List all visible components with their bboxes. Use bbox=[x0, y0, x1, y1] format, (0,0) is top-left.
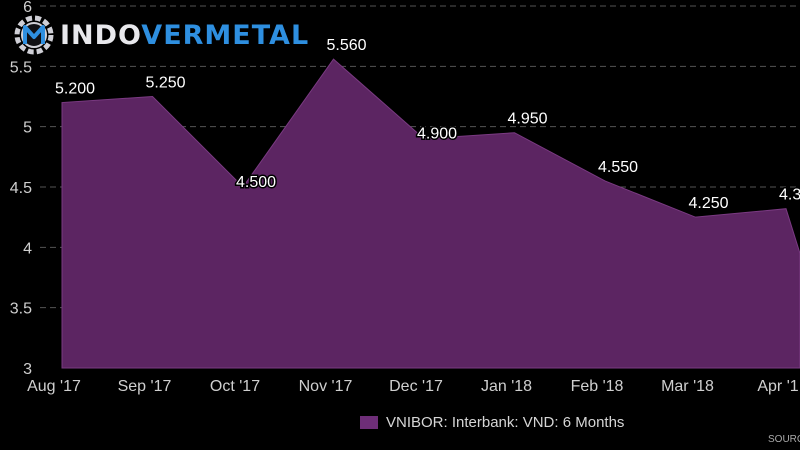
data-label: 5.250 bbox=[145, 75, 185, 92]
x-tick-label: Jan '18 bbox=[481, 378, 532, 395]
logo-text-part2: VERMETAL bbox=[141, 19, 310, 51]
x-axis: Aug '17 Sep '17 Oct '17 Nov '17 Dec '17 Jan '… bbox=[27, 378, 799, 395]
legend[interactable]: VNIBOR: Interbank: VND: 6 Months bbox=[360, 414, 624, 431]
x-tick-label: Nov '17 bbox=[299, 378, 353, 395]
data-label: 5.560 bbox=[326, 37, 366, 54]
x-tick-label: Aug '17 bbox=[27, 378, 81, 395]
y-tick-label: 3 bbox=[23, 361, 32, 378]
y-tick-label: 6 bbox=[23, 0, 32, 16]
data-label: 4.500 bbox=[236, 174, 276, 191]
logo-text-part1: INDO bbox=[60, 19, 142, 51]
data-label: 4.250 bbox=[688, 195, 728, 212]
legend-label: VNIBOR: Interbank: VND: 6 Months bbox=[386, 414, 625, 431]
data-label: 4.950 bbox=[507, 111, 547, 128]
y-tick-label: 5.5 bbox=[10, 59, 32, 76]
y-tick-label: 4.5 bbox=[10, 180, 32, 197]
data-label: 4.900 bbox=[417, 126, 457, 143]
x-tick-label: Feb '18 bbox=[571, 378, 624, 395]
area-fill bbox=[61, 58, 800, 369]
data-label: 4.550 bbox=[598, 159, 638, 176]
legend-swatch bbox=[360, 416, 378, 429]
x-tick-label: Mar '18 bbox=[661, 378, 714, 395]
logo: INDOVERMETAL bbox=[12, 14, 309, 56]
x-tick-label: Apr '1 bbox=[757, 378, 798, 395]
area-series bbox=[61, 58, 800, 369]
y-tick-label: 5 bbox=[23, 120, 32, 137]
x-tick-label: Dec '17 bbox=[389, 378, 443, 395]
x-tick-label: Oct '17 bbox=[210, 378, 260, 395]
source-text: SOURC bbox=[768, 434, 800, 445]
x-tick-label: Sep '17 bbox=[118, 378, 172, 395]
m-gear-logo-icon bbox=[14, 15, 54, 55]
logo-text: INDOVERMETAL bbox=[60, 22, 309, 49]
y-tick-label: 3.5 bbox=[10, 301, 32, 318]
y-tick-label: 4 bbox=[23, 240, 32, 257]
data-labels: 5.200 5.250 4.500 5.560 4.900 4.950 4.550 4.250… bbox=[53, 36, 800, 214]
data-label: 5.200 bbox=[55, 81, 95, 98]
data-label: 4.320 bbox=[779, 187, 800, 204]
y-axis: 3 3.5 4 4.5 5 5.5 6 bbox=[10, 0, 32, 378]
